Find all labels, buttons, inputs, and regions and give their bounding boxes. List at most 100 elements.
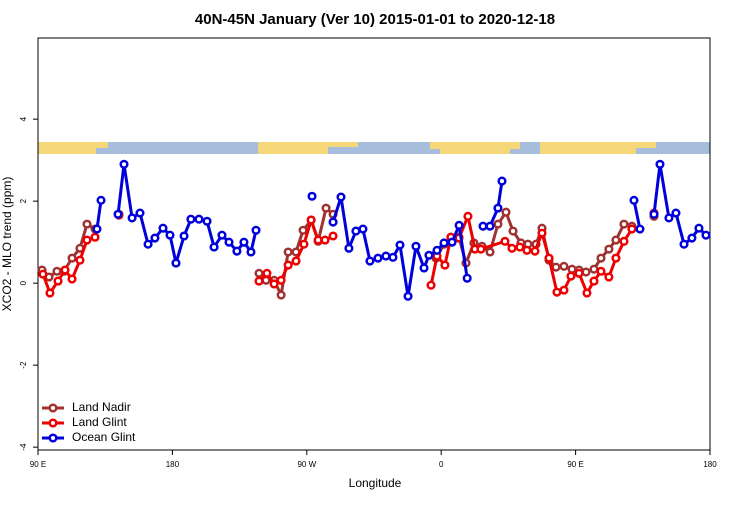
legend-label: Land Glint	[72, 415, 127, 429]
data-point	[419, 263, 429, 273]
data-point	[655, 159, 665, 169]
data-point	[619, 236, 629, 246]
data-point	[611, 235, 621, 245]
data-point	[298, 225, 308, 235]
data-point	[596, 266, 606, 276]
data-point	[307, 191, 317, 201]
data-point	[179, 231, 189, 241]
data-point	[365, 256, 375, 266]
data-point	[165, 230, 175, 240]
legend-label: Ocean Glint	[72, 430, 136, 444]
data-point	[321, 203, 331, 213]
data-point	[589, 276, 599, 286]
data-point	[566, 271, 576, 281]
data-point	[381, 251, 391, 261]
data-point	[171, 258, 181, 268]
data-point	[551, 262, 561, 272]
y-tick-label: 2	[19, 198, 28, 203]
data-point	[478, 221, 488, 231]
series-line	[95, 162, 708, 298]
data-point	[276, 275, 286, 285]
data-point	[75, 255, 85, 265]
data-point	[60, 265, 70, 275]
data-point	[269, 279, 279, 289]
data-point	[209, 242, 219, 252]
data-point	[537, 228, 547, 238]
data-point	[82, 235, 92, 245]
data-point	[476, 244, 486, 254]
data-point	[320, 235, 330, 245]
data-point	[239, 237, 249, 247]
data-point	[186, 214, 196, 224]
data-point	[45, 288, 55, 298]
data-point	[395, 240, 405, 250]
data-point	[559, 261, 569, 271]
data-point	[328, 231, 338, 241]
y-tick-label: 0	[19, 280, 28, 285]
data-point	[158, 223, 168, 233]
data-point	[373, 253, 383, 263]
data-point	[127, 213, 137, 223]
data-point	[82, 219, 92, 229]
data-point	[432, 245, 442, 255]
legend-marker	[48, 418, 58, 428]
data-point	[694, 223, 704, 233]
data-point	[291, 256, 301, 266]
data-point	[463, 211, 473, 221]
data-point	[567, 264, 577, 274]
data-point	[619, 219, 629, 229]
series-line	[43, 213, 654, 293]
data-point	[497, 176, 507, 186]
data-point	[544, 253, 554, 263]
x-tick-label: 180	[703, 460, 717, 469]
data-point	[306, 215, 316, 225]
x-tick-label: 90 E	[567, 460, 583, 469]
data-point	[507, 243, 517, 253]
data-point	[119, 159, 129, 169]
data-point	[135, 208, 145, 218]
data-point	[53, 276, 63, 286]
data-point	[485, 221, 495, 231]
data-point	[530, 246, 540, 256]
data-point	[671, 208, 681, 218]
data-point	[143, 239, 153, 249]
plot-frame	[37, 37, 711, 451]
data-point	[254, 276, 264, 286]
data-point	[291, 247, 301, 257]
data-point	[439, 238, 449, 248]
data-point	[283, 247, 293, 257]
data-point	[90, 232, 100, 242]
data-point	[52, 266, 62, 276]
y-tick-label: -2	[19, 361, 28, 369]
data-point	[351, 226, 361, 236]
data-point	[629, 195, 639, 205]
data-point	[276, 290, 286, 300]
data-point	[388, 252, 398, 262]
data-point	[493, 203, 503, 213]
data-point	[299, 239, 309, 249]
data-point	[522, 245, 532, 255]
x-axis-label: Longitude	[349, 476, 402, 490]
data-point	[679, 239, 689, 249]
legend-marker	[48, 433, 58, 443]
data-point	[501, 207, 511, 217]
data-point	[38, 269, 48, 279]
data-point	[202, 216, 212, 226]
data-point	[194, 214, 204, 224]
data-point	[92, 224, 102, 234]
legend-label: Land Nadir	[72, 400, 131, 414]
data-point	[254, 268, 264, 278]
data-point	[611, 253, 621, 263]
x-tick-label: 90 E	[30, 460, 46, 469]
data-point	[627, 224, 637, 234]
data-point	[426, 280, 436, 290]
data-point	[635, 224, 645, 234]
data-point	[150, 233, 160, 243]
y-axis-label: XCO2 - MLO trend (ppm)	[0, 177, 14, 312]
data-point	[649, 209, 659, 219]
data-point	[454, 220, 464, 230]
data-point	[224, 237, 234, 247]
data-point	[96, 195, 106, 205]
land-ocean-strip	[38, 142, 710, 154]
data-point	[344, 243, 354, 253]
